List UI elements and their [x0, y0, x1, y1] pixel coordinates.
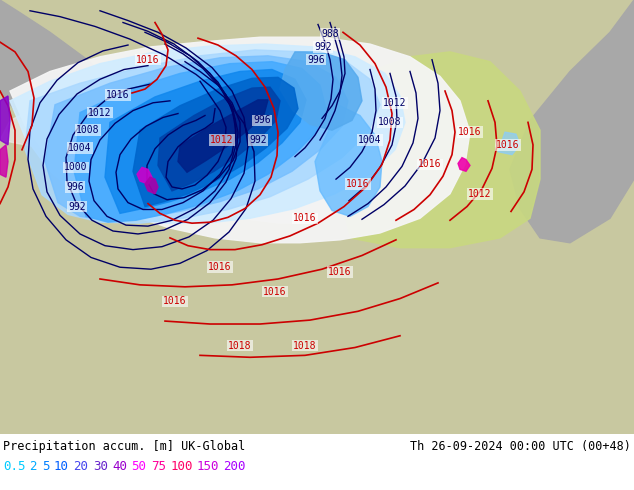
Text: Precipitation accum. [m] UK-Global: Precipitation accum. [m] UK-Global	[3, 440, 245, 453]
Text: 1016: 1016	[496, 140, 520, 150]
Polygon shape	[105, 70, 306, 214]
Polygon shape	[510, 0, 634, 243]
Text: 992: 992	[249, 135, 267, 145]
Text: 1016: 1016	[328, 267, 352, 277]
Text: 1018: 1018	[228, 341, 252, 350]
Polygon shape	[145, 177, 158, 194]
Text: 150: 150	[197, 460, 219, 473]
Text: 100: 100	[171, 460, 193, 473]
Polygon shape	[0, 0, 634, 434]
Text: 75: 75	[151, 460, 166, 473]
Polygon shape	[500, 0, 634, 238]
Text: 1016: 1016	[163, 296, 187, 307]
Text: 20: 20	[74, 460, 88, 473]
Text: 996: 996	[66, 182, 84, 192]
Text: 1012: 1012	[383, 98, 407, 108]
Text: 1000: 1000	[64, 162, 87, 172]
Polygon shape	[0, 81, 340, 223]
Polygon shape	[74, 62, 326, 222]
Polygon shape	[10, 44, 405, 223]
Text: 5: 5	[42, 460, 49, 473]
Polygon shape	[315, 106, 382, 217]
Text: 50: 50	[132, 460, 146, 473]
Polygon shape	[178, 100, 268, 172]
Text: 1016: 1016	[208, 262, 232, 272]
Text: 1016: 1016	[107, 90, 130, 100]
Polygon shape	[25, 50, 380, 223]
Text: 1016: 1016	[346, 179, 370, 189]
Text: 1018: 1018	[294, 341, 317, 350]
Polygon shape	[0, 0, 140, 355]
Polygon shape	[10, 37, 470, 243]
Text: 988: 988	[321, 29, 339, 39]
Polygon shape	[0, 96, 10, 145]
Polygon shape	[137, 168, 152, 184]
Polygon shape	[0, 145, 8, 177]
Text: Th 26-09-2024 00:00 UTC (00+48): Th 26-09-2024 00:00 UTC (00+48)	[410, 440, 631, 453]
Text: 1016: 1016	[294, 213, 317, 223]
Text: 40: 40	[112, 460, 127, 473]
Text: 1012: 1012	[210, 135, 234, 145]
Polygon shape	[320, 52, 540, 247]
Text: 1016: 1016	[263, 287, 287, 297]
Polygon shape	[45, 56, 348, 220]
Text: 0.5: 0.5	[3, 460, 25, 473]
Polygon shape	[158, 87, 280, 191]
Polygon shape	[0, 0, 160, 218]
Text: 1016: 1016	[418, 159, 442, 170]
Text: 1008: 1008	[378, 118, 402, 127]
Text: 1012: 1012	[88, 108, 112, 118]
Text: 1012: 1012	[469, 189, 492, 199]
Text: 10: 10	[54, 460, 69, 473]
Polygon shape	[280, 52, 362, 130]
Text: 1016: 1016	[136, 55, 160, 65]
Polygon shape	[0, 0, 634, 434]
Text: 996: 996	[253, 116, 271, 125]
Text: 1004: 1004	[358, 135, 382, 145]
Text: 1004: 1004	[68, 143, 92, 153]
Text: 992: 992	[314, 42, 332, 52]
Polygon shape	[498, 132, 520, 155]
Text: 1016: 1016	[458, 127, 482, 137]
Text: 30: 30	[93, 460, 108, 473]
Text: 2: 2	[30, 460, 37, 473]
Text: 200: 200	[224, 460, 246, 473]
Text: 1008: 1008	[76, 125, 100, 135]
Polygon shape	[133, 77, 298, 207]
Text: 992: 992	[68, 201, 86, 212]
Text: 996: 996	[307, 55, 325, 65]
Polygon shape	[458, 158, 470, 172]
Polygon shape	[0, 434, 634, 490]
